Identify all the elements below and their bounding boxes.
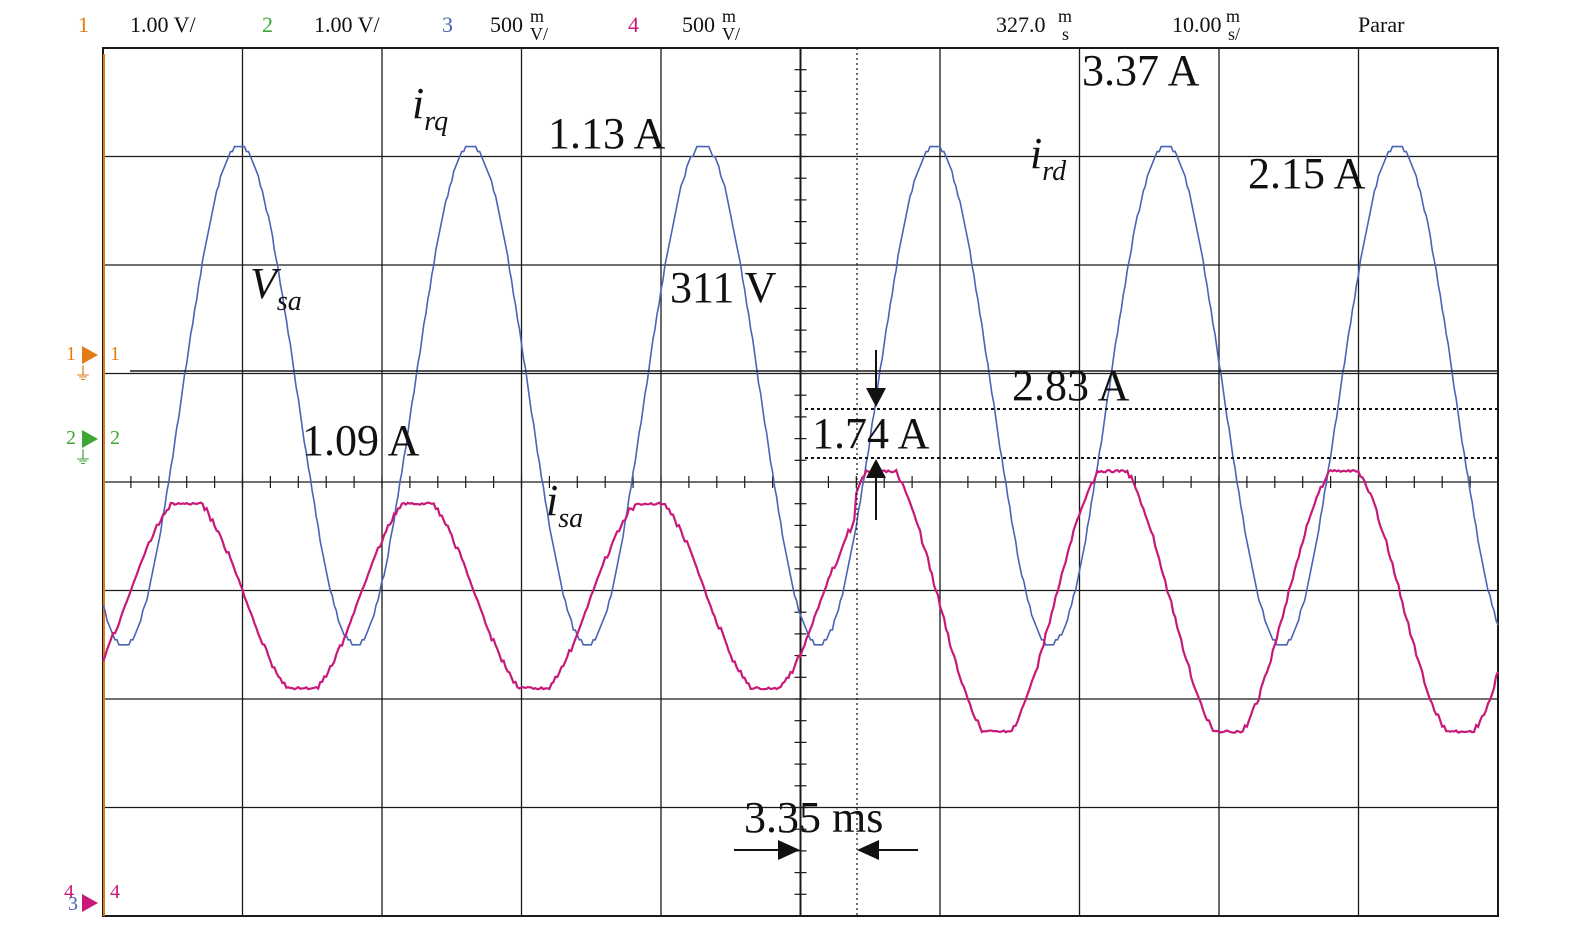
ch4-marker-left: 4 <box>64 881 74 903</box>
ch2-marker-arrow <box>82 430 98 448</box>
ch4-scale-top: m <box>722 6 736 26</box>
delta-arrow-bottom-head <box>866 459 886 478</box>
annotations: irq 1.13 A 3.37 A ird 2.15 A Vsa 311 V 1… <box>250 46 1366 842</box>
timebase-bottom: s/ <box>1228 24 1240 44</box>
irq-before-value: 1.13 A <box>548 109 666 158</box>
graticule <box>102 47 1499 917</box>
ch1-marker-right: 1 <box>110 343 120 365</box>
ch1-scale: 1.00 V/ <box>130 12 196 37</box>
header-bar: 1 1.00 V/ 2 1.00 V/ 3 500 m V/ 4 500 m V… <box>78 6 1405 44</box>
step-time-value: 3.35 ms <box>744 793 883 842</box>
irq-symbol: i <box>412 79 424 128</box>
channel-markers: 1 ⏚ 1 2 ⏚ 2 4 3 4 <box>64 343 120 915</box>
ch4-scale-bottom: V/ <box>722 24 740 44</box>
delta-arrow-top-head <box>866 388 886 407</box>
ch4-marker-right: 4 <box>110 881 120 903</box>
irq-subscript: rq <box>424 106 448 137</box>
isa-delta-value: 1.74 A <box>812 409 930 458</box>
ch4-marker-arrow <box>82 894 98 912</box>
timebase-prefix: 10.00 <box>1172 12 1222 37</box>
vsa-subscript: sa <box>277 286 302 317</box>
irq-label: irq <box>412 79 448 137</box>
ird-symbol: i <box>1030 129 1042 178</box>
ird-value: 2.15 A <box>1248 149 1366 198</box>
vsa-label: Vsa <box>250 259 302 317</box>
vsa-peak-value: 311 V <box>670 263 777 312</box>
ch1-marker-left: 1 <box>66 343 76 365</box>
ch3-scale-top: m <box>530 6 544 26</box>
isa-after-value: 2.83 A <box>1012 361 1130 410</box>
measurement-guides <box>130 48 1498 916</box>
ch2-marker-right: 2 <box>110 427 120 449</box>
ch4-number: 4 <box>628 12 639 37</box>
ch1-number: 1 <box>78 12 89 37</box>
trace-isa <box>101 468 1500 734</box>
isa-symbol: i <box>546 476 558 525</box>
ch3-number: 3 <box>442 12 453 37</box>
isa-before-value: 1.09 A <box>302 416 420 465</box>
ch3-scale-bottom: V/ <box>530 24 548 44</box>
ground-icon-ch2: ⏚ <box>74 448 92 468</box>
time-arrow-left-head <box>778 840 800 860</box>
trace-vsa <box>102 145 1499 646</box>
ground-icon-ch1: ⏚ <box>74 364 92 384</box>
time-position-top: m <box>1058 6 1072 26</box>
ch2-marker-left: 2 <box>66 427 76 449</box>
ch1-marker-arrow <box>82 346 98 364</box>
acquisition-status: Parar <box>1358 12 1405 37</box>
isa-label: isa <box>546 476 583 534</box>
waveform-traces <box>101 145 1500 734</box>
ch3-marker-left: 3 <box>68 893 78 915</box>
ird-subscript: rd <box>1042 156 1067 187</box>
time-position-prefix: 327.0 <box>996 12 1046 37</box>
isa-subscript: sa <box>558 503 583 534</box>
ch4-scale-prefix: 500 <box>682 12 715 37</box>
timebase-top: m <box>1226 6 1240 26</box>
ch3-scale-prefix: 500 <box>490 12 523 37</box>
ch2-scale: 1.00 V/ <box>314 12 380 37</box>
vsa-symbol: V <box>250 259 282 308</box>
irq-after-value: 3.37 A <box>1082 46 1200 95</box>
time-arrow-right-head <box>857 840 879 860</box>
ch2-number: 2 <box>262 12 273 37</box>
time-position-bottom: s <box>1062 24 1069 44</box>
ird-label: ird <box>1030 129 1067 187</box>
